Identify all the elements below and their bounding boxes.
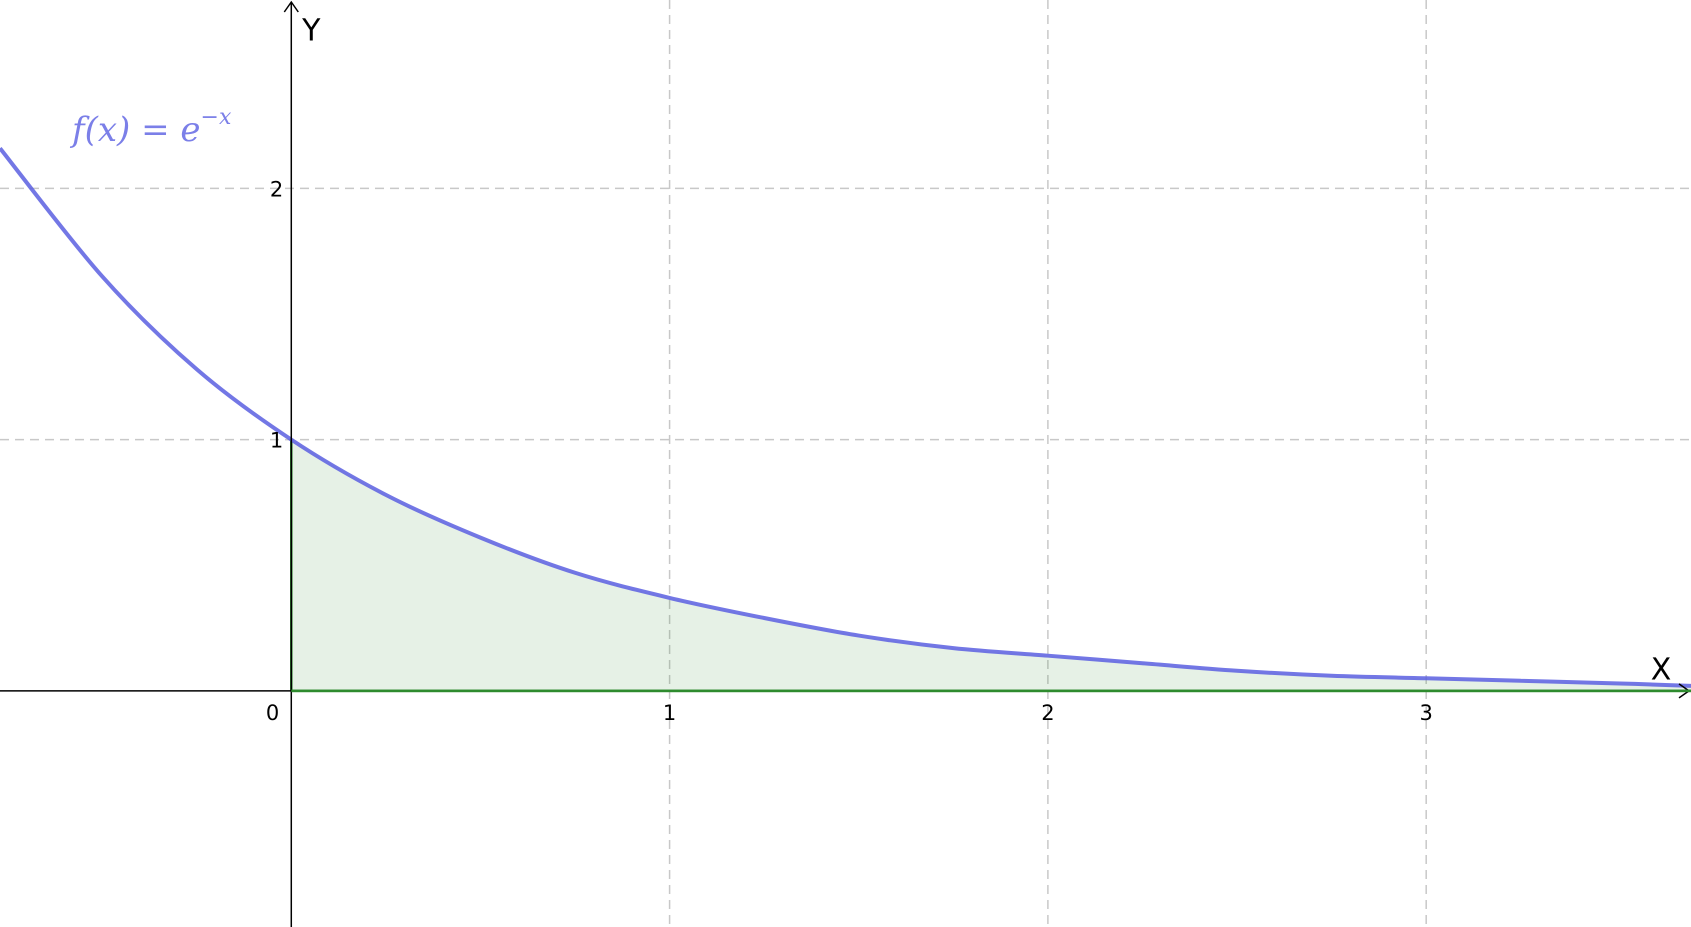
- x-tick-label: 2: [1041, 701, 1054, 725]
- y-axis-label: Y: [301, 14, 321, 49]
- y-axis-arrow: [283, 0, 299, 13]
- origin-label: 0: [266, 701, 279, 725]
- y-tick-label: 1: [270, 429, 283, 453]
- function-label-base: f(x) = e: [69, 110, 201, 150]
- x-axis-label: X: [1651, 652, 1672, 687]
- y-tick-label: 2: [270, 177, 283, 201]
- marks: [0, 146, 1691, 693]
- curve: [0, 146, 1691, 688]
- x-tick-label: 1: [663, 701, 676, 725]
- function-label-exponent: −x: [201, 105, 232, 130]
- function-label: f(x) = e−x: [69, 105, 232, 150]
- area: [291, 439, 1691, 691]
- x-tick-label: 3: [1420, 701, 1433, 725]
